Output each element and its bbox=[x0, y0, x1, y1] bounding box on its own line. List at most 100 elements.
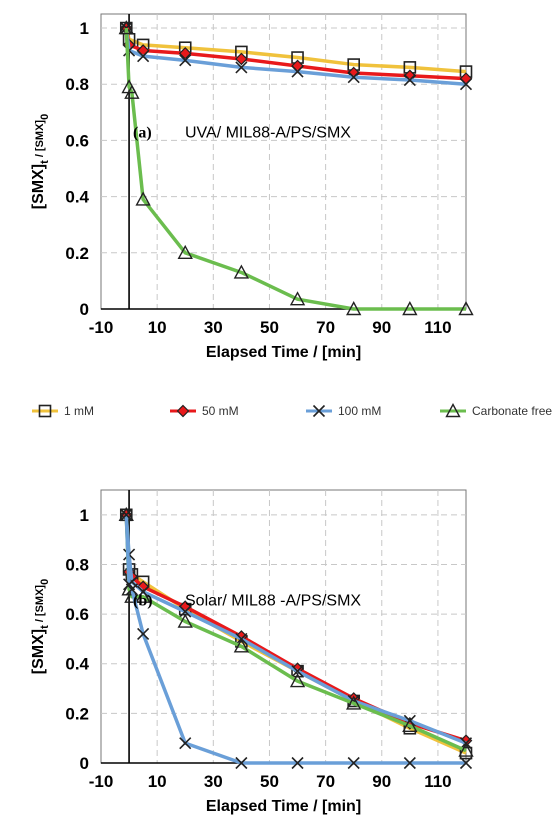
panel-annotation: UVA/ MIL88-A/PS/SMX bbox=[185, 124, 351, 141]
x-tick-label: 10 bbox=[148, 772, 167, 791]
point-100-mm bbox=[235, 61, 248, 74]
y-tick-label: 0.6 bbox=[65, 131, 89, 150]
point-carbonate-free bbox=[135, 588, 151, 603]
y-tick-label: 0.4 bbox=[65, 188, 89, 207]
y-tick-label: 0.6 bbox=[65, 605, 89, 624]
x-axis-title: Elapsed Time / [min] bbox=[206, 798, 361, 815]
y-axis-title: [SMX]t / [SMX]0 bbox=[30, 114, 51, 209]
point-50-mm bbox=[235, 52, 248, 66]
legend: 1 mM 50 mM 100 mM Carbonate free bbox=[32, 403, 552, 418]
legend-label-50-mm: 50 mM bbox=[202, 404, 239, 418]
panel-label: (b) bbox=[133, 593, 153, 610]
point-100-mm bbox=[179, 737, 192, 750]
legend-item-50-mm: 50 mM bbox=[170, 404, 239, 418]
legend-label-100-mm: 100 mM bbox=[338, 404, 381, 418]
chart-panel-1: 0 0.2 0.4 0.6 0.8 1 -10 10 30 50 70 90 110 (a) UVA/ MI… bbox=[30, 13, 474, 361]
point-100-mm bbox=[347, 756, 360, 770]
point-100-mm bbox=[403, 73, 416, 87]
point-carbonate-free bbox=[124, 84, 140, 99]
x-tick-label: 30 bbox=[204, 318, 223, 337]
y-tick-label: 0.8 bbox=[65, 555, 89, 574]
x-tick-label: 90 bbox=[372, 772, 391, 791]
legend-label-1-mm: 1 mM bbox=[64, 404, 94, 418]
series-100-mm bbox=[120, 508, 473, 770]
y-tick-label: 1 bbox=[80, 19, 89, 38]
y-axis-title-part: / [SMX] bbox=[34, 585, 46, 626]
point-carbonate-free bbox=[458, 301, 474, 316]
point-100-mm bbox=[403, 756, 416, 770]
y-tick-label: 0.2 bbox=[65, 244, 89, 263]
y-axis-title-part: t bbox=[39, 160, 51, 164]
point-100-mm bbox=[347, 71, 360, 84]
point-100-mm bbox=[120, 508, 133, 521]
y-axis-title-part: 0 bbox=[39, 114, 51, 120]
chart-panel-2: 0 0.2 0.4 0.6 0.8 1 -10 10 30 50 70 90 110 (b) Solar/ … bbox=[30, 489, 474, 815]
point-100-mm bbox=[459, 756, 473, 770]
point-100-mm bbox=[235, 756, 248, 770]
series-line-100-mm bbox=[124, 514, 467, 745]
y-axis-title: [SMX]t / [SMX]0 bbox=[30, 579, 51, 674]
point-carbonate-free bbox=[346, 695, 362, 710]
point-carbonate-free bbox=[289, 291, 306, 306]
x-tick-label: 10 bbox=[148, 318, 167, 337]
point-carbonate-free bbox=[346, 301, 362, 316]
x-tick-label: -10 bbox=[89, 318, 114, 337]
y-tick-label: 0.2 bbox=[65, 704, 89, 723]
y-tick-label: 0 bbox=[80, 754, 89, 773]
point-carbonate-free bbox=[233, 638, 250, 653]
x-tick-label: 70 bbox=[316, 772, 335, 791]
panel-annotation: Solar/ MIL88 -A/PS/SMX bbox=[185, 593, 361, 610]
point-100-mm bbox=[137, 50, 150, 63]
x-tick-label: 110 bbox=[424, 318, 451, 337]
series-carbonate-free bbox=[118, 20, 474, 316]
point-100-mm bbox=[459, 78, 473, 91]
point-carbonate-free bbox=[289, 673, 306, 688]
y-tick-label: 0.4 bbox=[65, 655, 89, 674]
legend-item-1-mm: 1 mM bbox=[32, 404, 94, 418]
legend-item-carbonate-free: Carbonate free bbox=[440, 403, 552, 418]
x-tick-label: 50 bbox=[260, 318, 279, 337]
y-tick-label: 0.8 bbox=[65, 75, 89, 94]
point-100-mm bbox=[125, 583, 138, 596]
legend-marker-1-mm bbox=[38, 404, 52, 418]
x-tick-label: -10 bbox=[89, 772, 114, 791]
x-tick-label: 70 bbox=[316, 318, 335, 337]
series-line-1-mm bbox=[124, 27, 467, 74]
series-100-mm bbox=[120, 508, 473, 750]
legend-marker-50-mm bbox=[176, 404, 190, 418]
x-axis-title: Elapsed Time / [min] bbox=[206, 344, 361, 361]
legend-label-carbonate-free: Carbonate free bbox=[472, 404, 552, 418]
x-tick-label: 30 bbox=[204, 772, 223, 791]
y-tick-label: 1 bbox=[80, 506, 89, 525]
point-carbonate-free bbox=[118, 20, 134, 35]
point-carbonate-free bbox=[233, 264, 250, 279]
point-carbonate-free bbox=[458, 742, 474, 757]
y-axis-title-part: / [SMX] bbox=[34, 120, 46, 161]
x-tick-label: 50 bbox=[260, 772, 279, 791]
legend-marker-carbonate-free bbox=[445, 403, 461, 418]
point-carbonate-free bbox=[177, 613, 193, 628]
y-axis-title-part: 0 bbox=[39, 579, 51, 585]
legend-marker-100-mm bbox=[312, 404, 326, 418]
point-100-mm bbox=[179, 54, 192, 67]
point-100-mm bbox=[120, 21, 133, 35]
y-axis-title-part: [SMX] bbox=[30, 629, 47, 674]
panel-label: (a) bbox=[133, 124, 152, 141]
point-carbonate-free bbox=[402, 717, 418, 732]
point-100-mm bbox=[291, 756, 304, 770]
point-100-mm bbox=[179, 605, 192, 618]
point-carbonate-free bbox=[402, 301, 418, 316]
point-100-mm bbox=[137, 627, 150, 641]
point-carbonate-free bbox=[177, 244, 193, 260]
y-axis-title-part: [SMX] bbox=[30, 164, 47, 209]
x-tick-label: 110 bbox=[424, 772, 451, 791]
point-100-mm bbox=[291, 665, 304, 678]
legend-item-100-mm: 100 mM bbox=[306, 404, 381, 418]
x-tick-label: 90 bbox=[372, 318, 391, 337]
y-tick-label: 0 bbox=[80, 300, 89, 319]
point-100-mm bbox=[291, 65, 304, 78]
series-100-mm bbox=[120, 21, 473, 91]
y-axis-title-part: t bbox=[39, 625, 51, 629]
